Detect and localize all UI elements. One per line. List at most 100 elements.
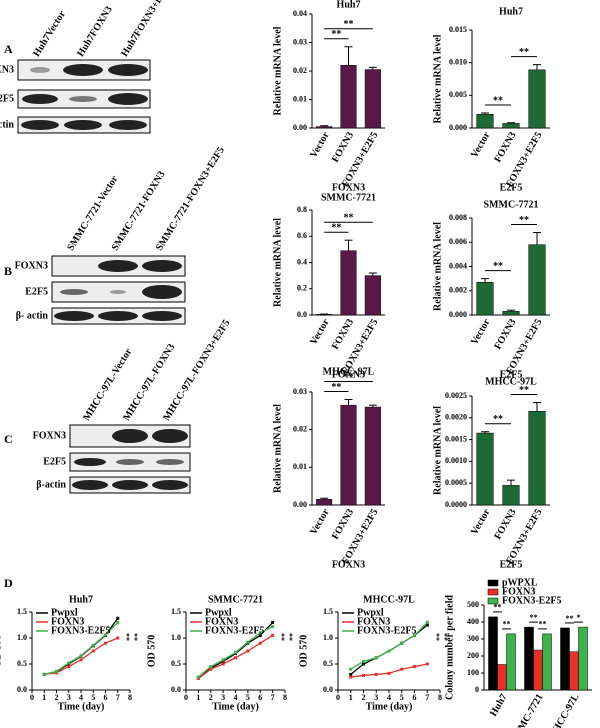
x-tick-label: SMMC-7721 <box>509 692 546 728</box>
point <box>400 667 404 671</box>
point <box>362 662 365 666</box>
point <box>196 675 200 679</box>
point <box>55 669 58 673</box>
legend-label: Pwpxl <box>51 607 78 618</box>
y-tick-label: 0.01 <box>293 462 307 471</box>
blot-row-label: E2F5 <box>43 456 66 467</box>
point <box>67 665 71 669</box>
y-tick-label: 0.010 <box>449 57 467 66</box>
y-tick-label: 0.0010 <box>445 456 467 465</box>
significance-label: ** <box>130 633 139 641</box>
point <box>362 659 365 663</box>
panel-label: B <box>4 264 12 278</box>
y-tick-label: 0 <box>475 685 479 694</box>
y-axis-label: Relative mRNA level <box>272 404 283 493</box>
legend-label: FOXN3 <box>51 616 84 627</box>
bar <box>528 411 546 506</box>
x-tick-label: 7 <box>116 693 120 702</box>
legend-label: pWPXL <box>502 577 538 588</box>
bar <box>340 250 357 316</box>
y-tick-label: 0.0005 <box>445 478 467 487</box>
point <box>271 633 275 637</box>
blot-row-label: E2F5 <box>25 286 48 297</box>
bar <box>502 123 520 129</box>
legend-label: FOXN3 <box>502 586 535 597</box>
x-tick-label: 3 <box>221 693 225 702</box>
bar <box>560 627 570 691</box>
legend-swatch <box>487 597 499 605</box>
y-axis-label: Relative mRNA level <box>432 222 443 311</box>
point <box>116 616 120 620</box>
significance-label: * <box>577 613 581 622</box>
point <box>387 649 391 653</box>
x-tick-label: Vector <box>469 130 493 160</box>
y-tick-label: 500 <box>467 600 479 609</box>
x-tick-label: Vector <box>308 507 332 537</box>
point <box>258 641 262 645</box>
y-tick-label: 0.0015 <box>445 434 467 443</box>
point <box>374 672 378 676</box>
point <box>209 667 213 671</box>
y-tick-label: 300 <box>467 634 479 643</box>
bar <box>502 485 520 506</box>
bar <box>476 114 494 129</box>
y-tick-label: 1.0 <box>17 633 27 642</box>
blot-row-label: β-actin <box>36 479 66 490</box>
x-tick-label: 2 <box>362 693 366 702</box>
legend-label: FOXN3-E2F5 <box>357 625 416 636</box>
point <box>91 649 95 653</box>
y-axis-label: Relative mRNA level <box>272 26 283 115</box>
chart-title: SMMC-7721 <box>321 192 376 203</box>
significance-label: ** <box>519 215 529 226</box>
y-tick-label: 0.00 <box>293 123 307 132</box>
blot-row-label: β- actin <box>16 310 49 321</box>
blot-row-label: FOXN3 <box>33 430 66 441</box>
y-tick-label: 0.01 <box>293 94 307 103</box>
point <box>221 662 225 666</box>
y-tick-label: 0.0000 <box>445 500 467 509</box>
y-tick-label: 0.000 <box>449 310 467 319</box>
point <box>258 633 262 637</box>
y-tick-label: 0.0 <box>17 685 27 694</box>
x-tick-label: Vector <box>469 317 493 347</box>
bar <box>497 664 507 691</box>
y-axis-label: Relative mRNA level <box>432 34 443 123</box>
point <box>349 672 353 676</box>
y-tick-label: 1.5 <box>17 607 27 616</box>
significance-label: ** <box>503 620 511 629</box>
y-tick-label: 0.0 <box>297 310 307 319</box>
significance-label: ** <box>493 95 503 106</box>
chart-title: Huh7 <box>337 0 361 10</box>
blot-column-label: SMMC-7721-FOXN3+E2F5 <box>154 145 227 253</box>
panel-label: A <box>4 42 13 56</box>
point <box>387 671 391 675</box>
x-tick-label: Vector <box>308 317 332 347</box>
y-tick-label: 0.00 <box>293 500 307 509</box>
bar <box>506 633 516 691</box>
x-axis-label: Time (day) <box>366 701 413 712</box>
y-axis-label: Relative mRNA level <box>272 218 283 307</box>
blot-row-label: E2F5 <box>0 93 14 104</box>
bar <box>569 651 579 691</box>
point <box>209 665 213 669</box>
y-tick-label: 1.5 <box>323 607 333 616</box>
blot-row-label: FOXN3 <box>15 260 48 271</box>
point <box>271 620 275 624</box>
y-tick-label: 0.008 <box>449 213 467 222</box>
legend-label: Pwpxl <box>357 607 384 618</box>
blot-column-label: MHCC-97L-FOXN3+E2F5 <box>161 318 232 423</box>
x-tick-label: 0 <box>184 693 188 702</box>
significance-label: ** <box>331 222 341 233</box>
x-tick-label: 6 <box>104 693 108 702</box>
legend-swatch <box>487 579 499 587</box>
x-tick-label: 0 <box>336 693 340 702</box>
point <box>104 641 107 645</box>
significance-label: ** <box>344 372 354 383</box>
point <box>91 643 95 647</box>
y-tick-label: 0.6 <box>297 231 307 240</box>
x-tick-label: MHCC-97L <box>546 692 582 728</box>
legend-label: Pwpxl <box>205 607 232 618</box>
point <box>425 620 429 624</box>
point <box>413 633 416 637</box>
legend-label: FOXN3-E2F5 <box>205 625 264 636</box>
